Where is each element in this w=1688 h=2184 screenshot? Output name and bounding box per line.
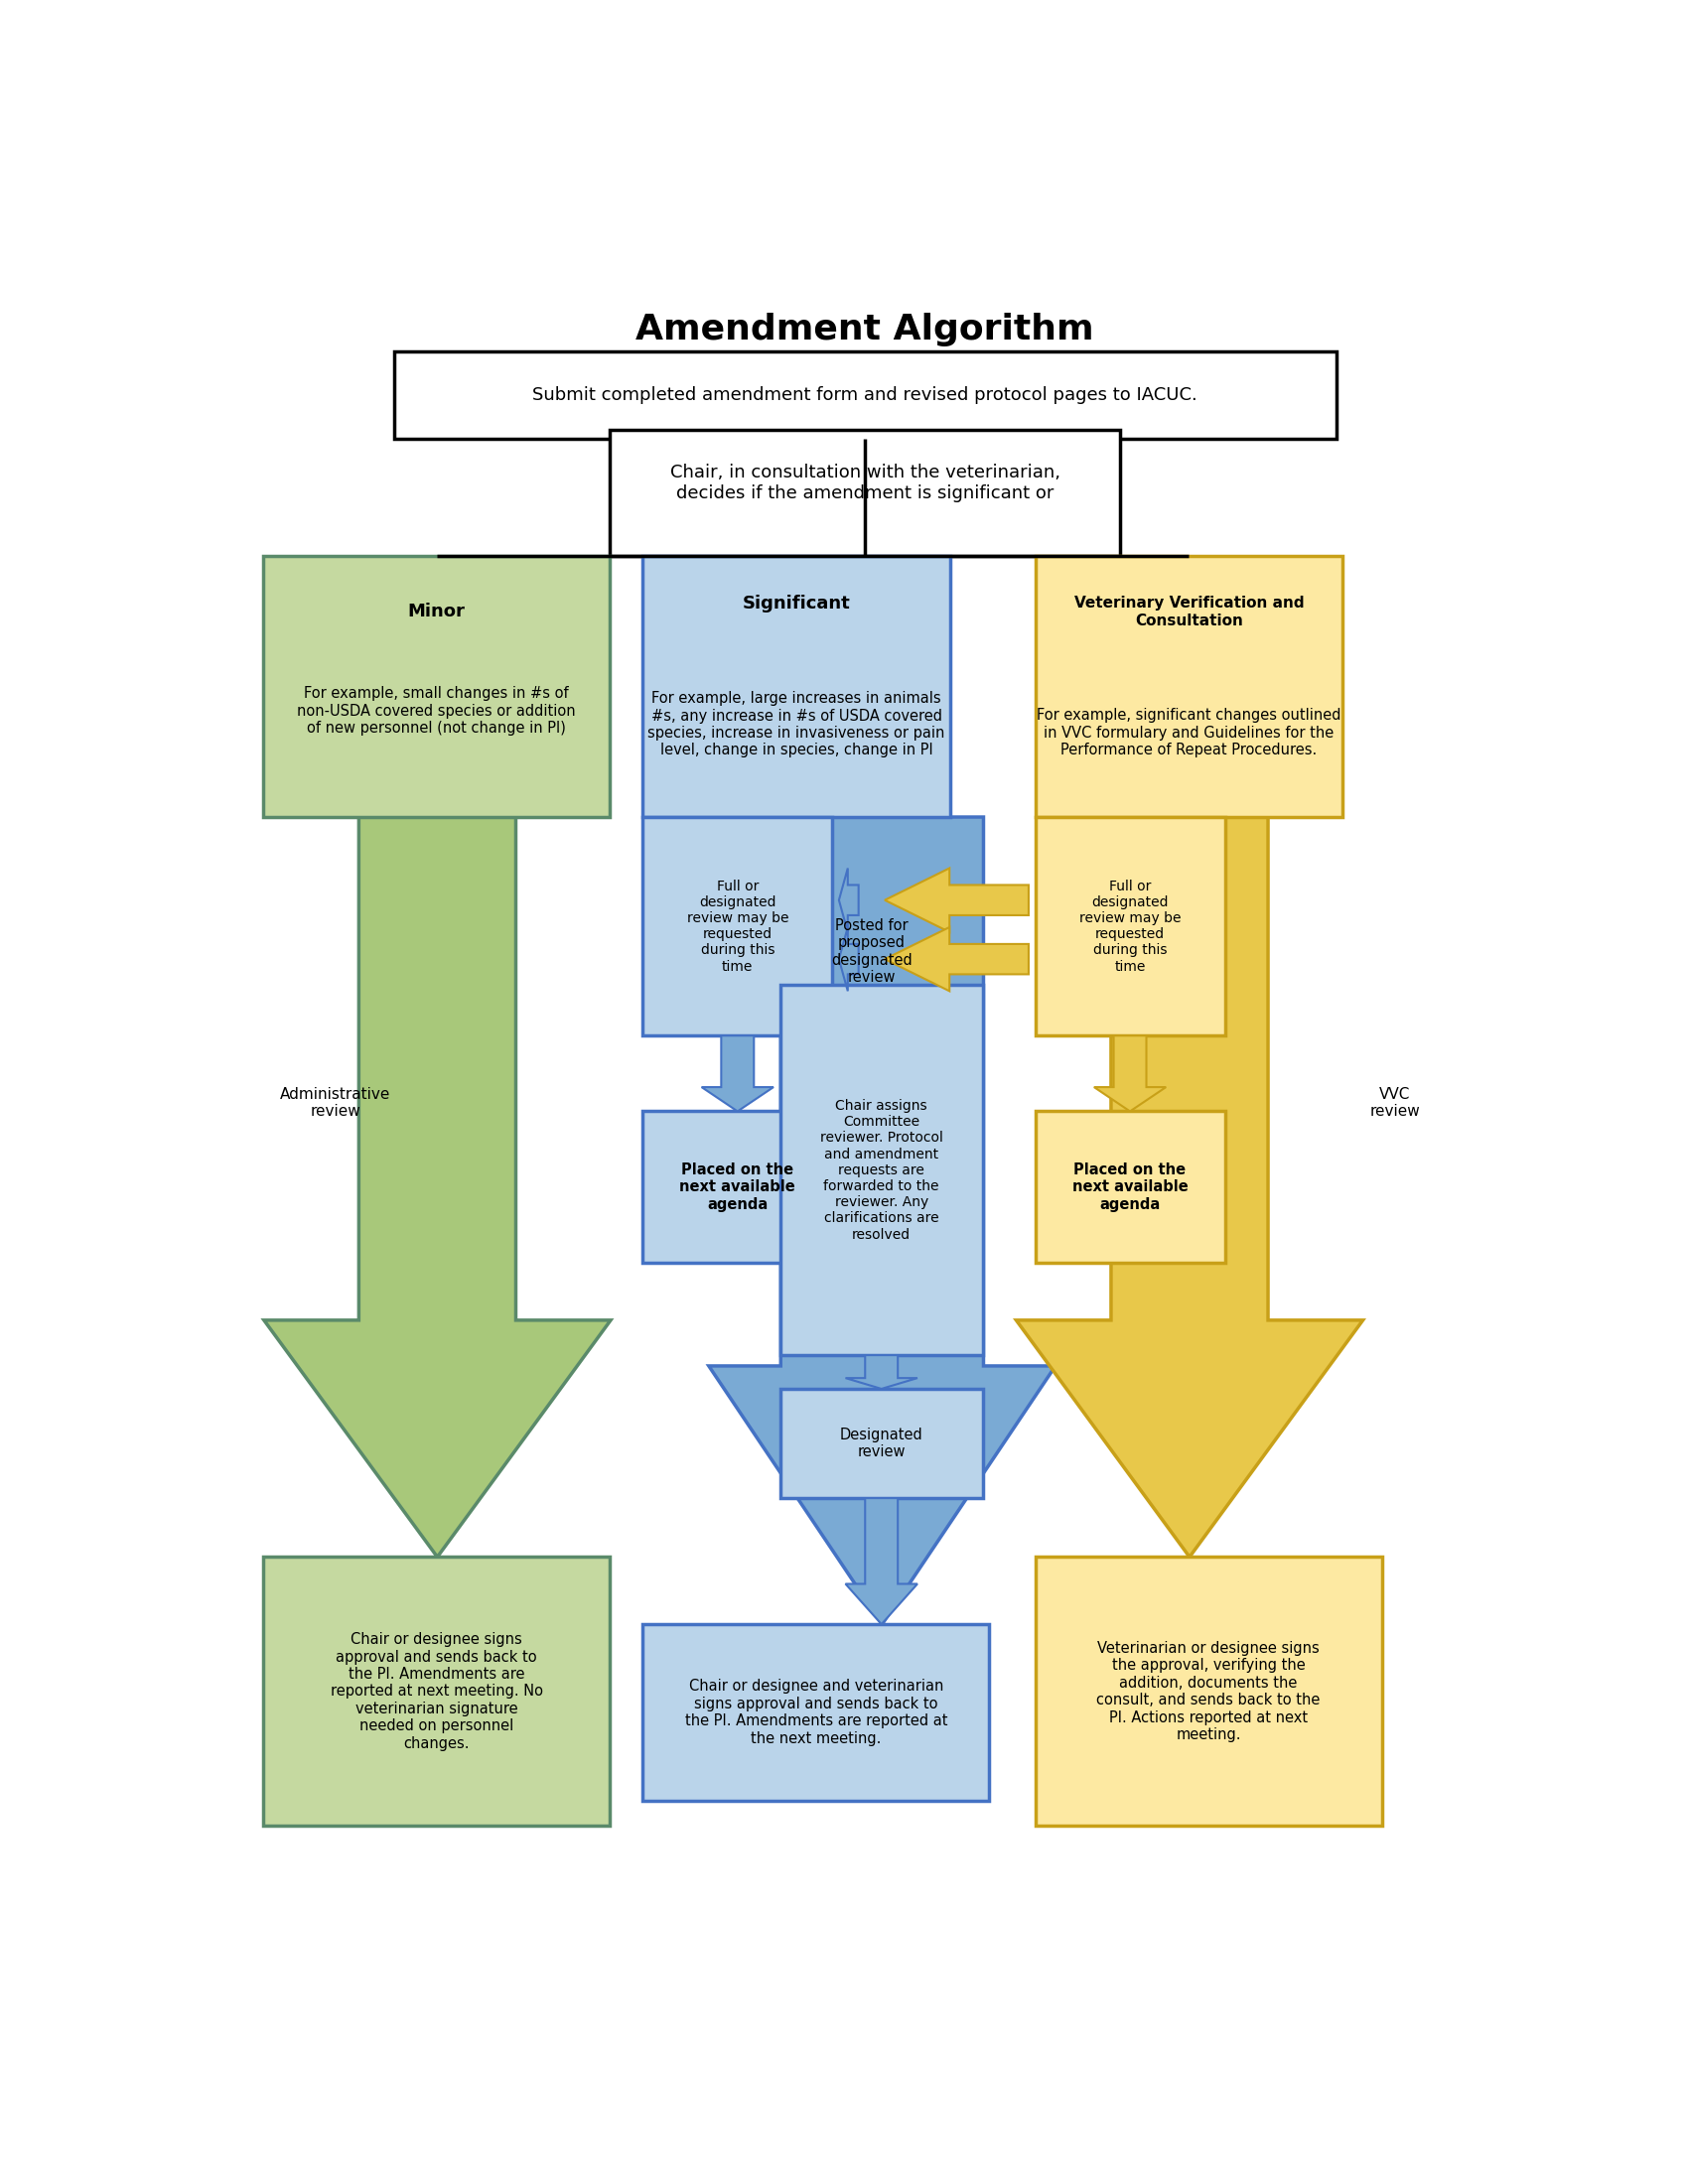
FancyBboxPatch shape [1035, 557, 1342, 817]
FancyBboxPatch shape [780, 985, 982, 1354]
Text: Chair or designee and veterinarian
signs approval and sends back to
the PI. Amen: Chair or designee and veterinarian signs… [685, 1679, 947, 1745]
Text: Full or
designated
review may be
requested
during this
time: Full or designated review may be request… [687, 880, 788, 974]
Text: Designated
review: Designated review [841, 1428, 923, 1459]
Polygon shape [263, 817, 611, 1557]
FancyBboxPatch shape [263, 1557, 609, 1826]
Text: Submit completed amendment form and revised protocol pages to IACUC.: Submit completed amendment form and revi… [533, 387, 1197, 404]
FancyBboxPatch shape [643, 557, 950, 817]
FancyBboxPatch shape [1035, 1112, 1225, 1262]
Polygon shape [839, 928, 859, 992]
Polygon shape [846, 1498, 917, 1625]
Text: Chair or designee signs
approval and sends back to
the PI. Amendments are
report: Chair or designee signs approval and sen… [331, 1631, 544, 1752]
Text: Significant: Significant [743, 594, 851, 612]
Text: Minor: Minor [408, 603, 466, 620]
Text: For example, large increases in animals
#s, any increase in #s of USDA covered
s: For example, large increases in animals … [648, 690, 945, 758]
Polygon shape [885, 869, 1028, 933]
Text: Chair assigns
Committee
reviewer. Protocol
and amendment
requests are
forwarded : Chair assigns Committee reviewer. Protoc… [820, 1099, 944, 1241]
FancyBboxPatch shape [395, 352, 1335, 439]
FancyBboxPatch shape [643, 1112, 832, 1262]
Text: VVC
review: VVC review [1369, 1088, 1420, 1118]
Text: For example, significant changes outlined
in VVC formulary and Guidelines for th: For example, significant changes outline… [1036, 708, 1340, 758]
Polygon shape [885, 928, 1028, 992]
Text: Administrative
review: Administrative review [280, 1088, 390, 1118]
Polygon shape [846, 1354, 917, 1389]
Text: Placed on the
next available
agenda: Placed on the next available agenda [1072, 1162, 1188, 1212]
Polygon shape [1016, 817, 1362, 1557]
Text: Veterinarian or designee signs
the approval, verifying the
addition, documents t: Veterinarian or designee signs the appro… [1097, 1640, 1320, 1743]
Text: Amendment Algorithm: Amendment Algorithm [636, 312, 1094, 347]
FancyBboxPatch shape [643, 817, 832, 1035]
FancyBboxPatch shape [1035, 817, 1225, 1035]
Text: Chair, in consultation with the veterinarian,
decides if the amendment is signif: Chair, in consultation with the veterina… [670, 463, 1060, 522]
Text: Placed on the
next available
agenda: Placed on the next available agenda [680, 1162, 795, 1212]
FancyBboxPatch shape [263, 557, 609, 817]
Text: Veterinary Verification and
Consultation: Veterinary Verification and Consultation [1074, 596, 1303, 629]
Text: For example, small changes in #s of
non-USDA covered species or addition
of new : For example, small changes in #s of non-… [297, 686, 576, 736]
Polygon shape [839, 869, 859, 933]
FancyBboxPatch shape [643, 1625, 989, 1802]
Polygon shape [702, 1035, 773, 1112]
Polygon shape [1094, 1035, 1166, 1112]
FancyBboxPatch shape [1035, 1557, 1382, 1826]
Text: Posted for
proposed
designated
review: Posted for proposed designated review [830, 917, 912, 985]
FancyBboxPatch shape [780, 1389, 982, 1498]
FancyBboxPatch shape [609, 430, 1121, 557]
Text: Full or
designated
review may be
requested
during this
time: Full or designated review may be request… [1079, 880, 1182, 974]
Polygon shape [709, 817, 1055, 1625]
